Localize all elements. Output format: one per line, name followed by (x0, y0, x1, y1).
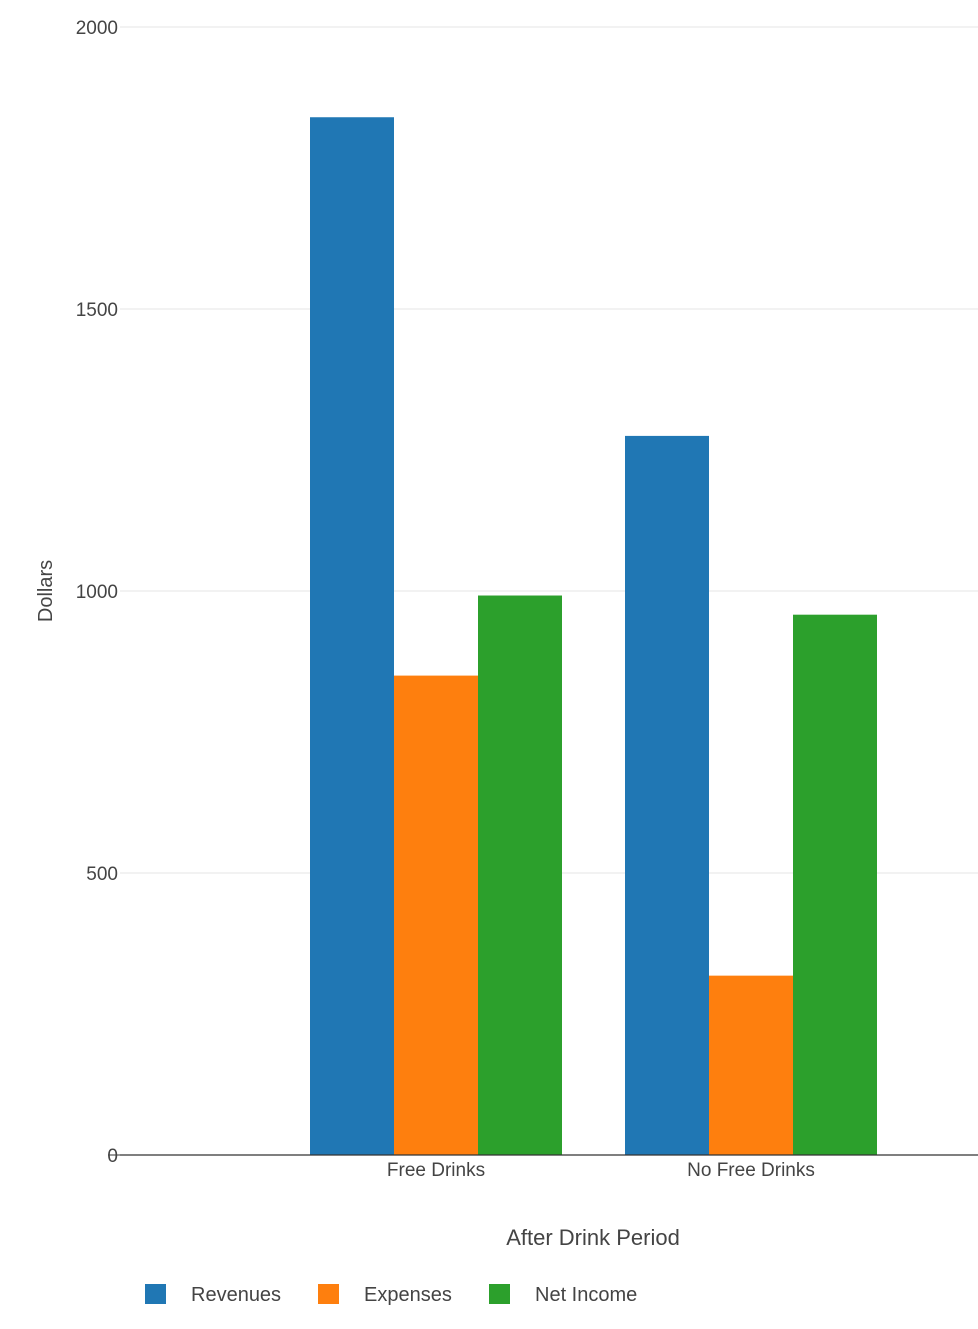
legend: Revenues Expenses Net Income (145, 1284, 637, 1306)
y-tick-label: 0 (107, 1146, 118, 1167)
legend-swatch (318, 1284, 339, 1304)
y-tick-label: 1000 (76, 582, 118, 603)
legend-swatch (145, 1284, 166, 1304)
bar-revenues-1 (310, 117, 394, 1156)
bar-net-income-2 (793, 614, 877, 1155)
bars (310, 117, 877, 1156)
y-tick-label: 500 (86, 864, 118, 885)
x-tick-label: No Free Drinks (687, 1160, 815, 1181)
x-tick-label: Free Drinks (387, 1160, 485, 1181)
bar-expenses-1 (394, 675, 478, 1155)
x-axis-label: After Drink Period (506, 1225, 680, 1250)
y-tick-labels: 0 500 1000 1500 2000 (76, 18, 118, 1167)
legend-swatch (489, 1284, 510, 1304)
bar-expenses-2 (709, 975, 793, 1155)
legend-label: Expenses (364, 1284, 452, 1306)
bar-net-income-1 (478, 595, 562, 1155)
bar-revenues-2 (625, 435, 709, 1155)
legend-label: Net Income (535, 1284, 637, 1306)
y-axis-label: Dollars (35, 560, 57, 622)
legend-label: Revenues (191, 1284, 281, 1306)
y-tick-label: 2000 (76, 18, 118, 39)
x-tick-labels: Free Drinks No Free Drinks (387, 1160, 815, 1181)
y-tick-label: 1500 (76, 300, 118, 321)
